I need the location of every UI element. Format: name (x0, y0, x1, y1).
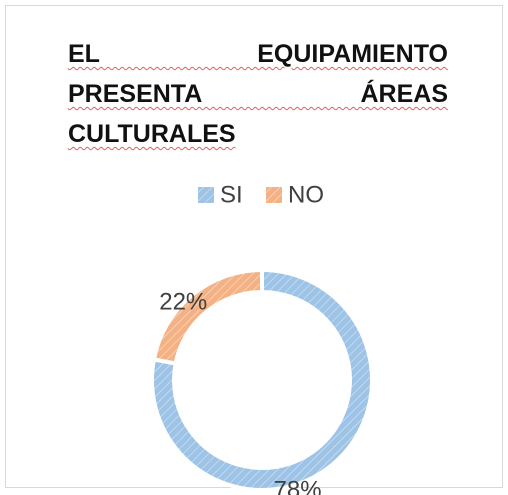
data-label: 78% (274, 477, 322, 495)
donut-slice (151, 267, 264, 366)
donut-slice (150, 267, 374, 492)
chart-title: EL EQUIPAMIENTO PRESENTA ÁREAS CULTURALE… (68, 40, 448, 148)
legend-swatch (266, 187, 282, 203)
data-label: 22% (159, 288, 207, 315)
legend-label: SI (220, 181, 243, 208)
legend-label: NO (288, 181, 324, 208)
legend-swatch (198, 187, 214, 203)
